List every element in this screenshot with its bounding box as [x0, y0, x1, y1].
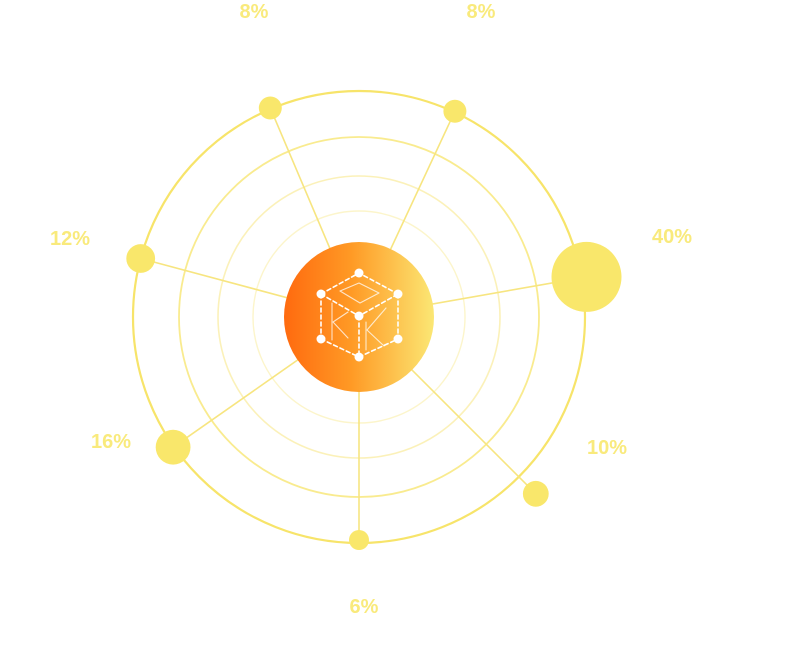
bubble-2 [443, 99, 467, 123]
bubble-6 [155, 429, 191, 465]
bubble-1 [258, 96, 282, 120]
bubble-5 [349, 530, 369, 550]
value-label-7: 12% [50, 228, 90, 250]
value-label-4: 10% [587, 437, 627, 459]
data-bubbles [126, 96, 622, 550]
value-label-2: 8% [467, 1, 496, 23]
value-label-5: 6% [350, 596, 379, 618]
cube-network-icon [316, 268, 403, 362]
value-label-6: 16% [91, 431, 131, 453]
bubble-3 [551, 241, 622, 312]
bubble-4 [522, 480, 549, 507]
hub [284, 242, 434, 392]
data-labels: 8% 8% 40% 10% 6% 16% 12% [50, 1, 692, 618]
bubble-7 [126, 244, 156, 273]
value-label-3: 40% [652, 226, 692, 248]
value-label-1: 8% [240, 1, 269, 23]
